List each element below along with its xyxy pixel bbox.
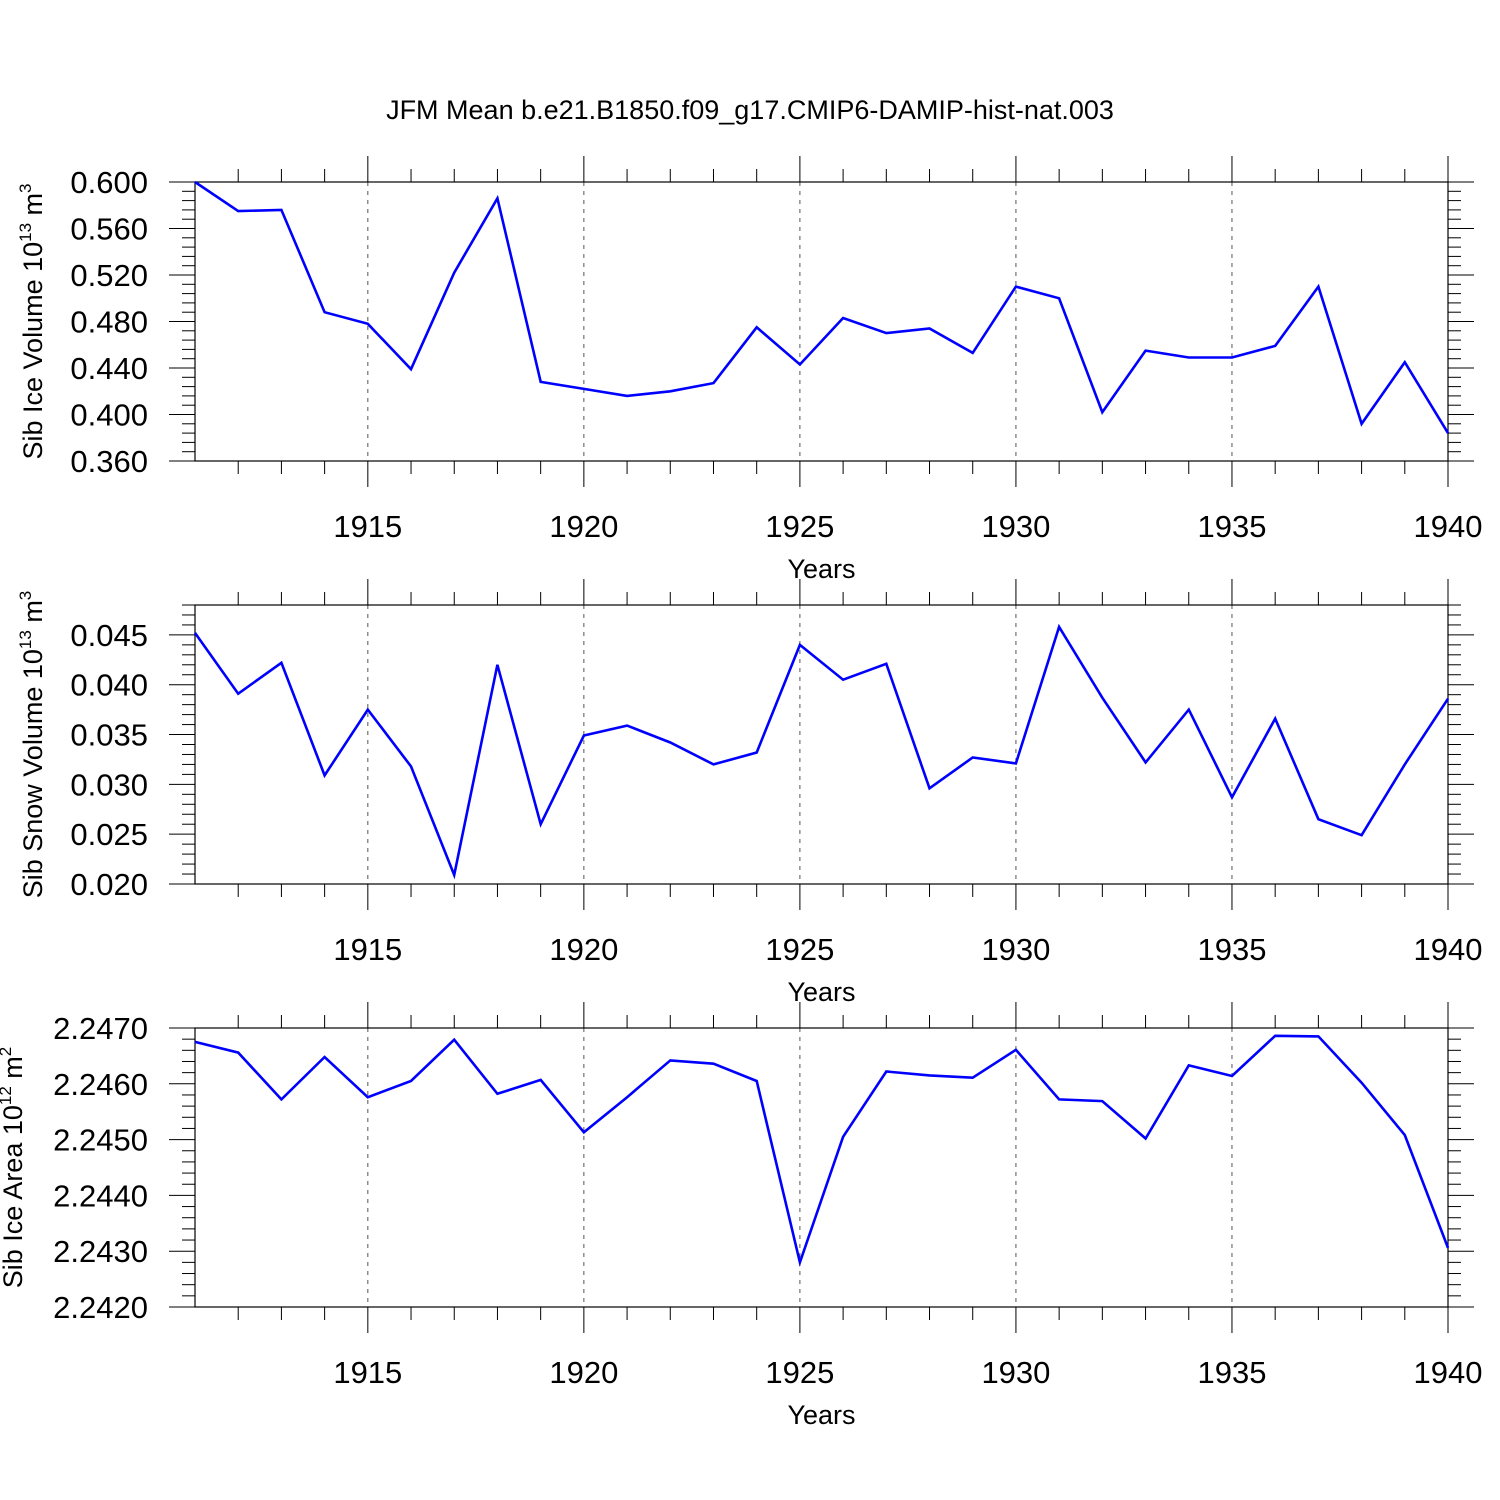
x-tick-label: 1940: [1414, 932, 1483, 967]
x-tick-label: 1925: [765, 932, 834, 967]
y-tick-label: 0.040: [70, 668, 148, 703]
y-tick-label: 0.030: [70, 767, 148, 802]
y-tick-label: 0.025: [70, 817, 148, 852]
y-tick-label: 2.2440: [53, 1178, 148, 1213]
y-tick-label: 0.035: [70, 718, 148, 753]
y-tick-label: 0.360: [70, 444, 148, 479]
x-tick-label: 1920: [549, 509, 618, 544]
x-tick-label: 1940: [1414, 509, 1483, 544]
y-tick-label: 0.400: [70, 398, 148, 433]
x-tick-label: 1935: [1197, 509, 1266, 544]
chart-panel-2: 0.020 0.025 0.030 0.035 0.040 0.045 1915 1920 19…: [16, 579, 1482, 1007]
x-tick-label: 1915: [333, 932, 402, 967]
y-axis-label: Sib Snow Volume 1013 m3: [16, 591, 48, 899]
y-tick-label: 0.480: [70, 305, 148, 340]
y-axis-label: Sib Ice Volume 1013 m3: [16, 183, 48, 459]
y-tick-label: 2.2470: [53, 1011, 148, 1046]
series-line: [194, 180, 1450, 434]
y-tick-label: 0.045: [70, 618, 148, 653]
x-tick-label: 1930: [981, 509, 1050, 544]
x-axis-label: Years: [787, 1400, 855, 1430]
x-tick-label: 1935: [1197, 1355, 1266, 1390]
x-tick-label: 1925: [765, 509, 834, 544]
y-tick-label: 0.520: [70, 258, 148, 293]
y-tick-label: 0.440: [70, 351, 148, 386]
x-tick-label: 1915: [333, 509, 402, 544]
y-tick-label: 2.2430: [53, 1234, 148, 1269]
y-tick-label: 0.020: [70, 867, 148, 902]
x-tick-label: 1940: [1414, 1355, 1483, 1390]
y-tick-label: 2.2460: [53, 1067, 148, 1102]
x-tick-label: 1915: [333, 1355, 402, 1390]
x-tick-label: 1935: [1197, 932, 1266, 967]
x-tick-label: 1930: [981, 1355, 1050, 1390]
series-line: [193, 623, 1450, 880]
x-tick-label: 1920: [549, 932, 618, 967]
x-tick-label: 1930: [981, 932, 1050, 967]
y-tick-label: 2.2450: [53, 1123, 148, 1158]
x-axis-label: Years: [787, 977, 855, 1007]
plot-frame: [194, 1027, 1449, 1308]
chart-panels: 0.360 0.400 0.440 0.480 0.520 0.560 0.600 1915 1…: [0, 156, 1482, 1430]
chart-panel-1: 0.360 0.400 0.440 0.480 0.520 0.560 0.600 1915 1…: [16, 156, 1482, 584]
y-tick-label: 0.600: [70, 165, 148, 200]
y-tick-label: 0.560: [70, 212, 148, 247]
figure-title: JFM Mean b.e21.B1850.f09_g17.CMIP6-DAMIP…: [386, 95, 1114, 125]
chart-panel-3: 2.2420 2.2430 2.2440 2.2450 2.2460 2.2470 1915…: [0, 1002, 1482, 1430]
series-line: [194, 1034, 1450, 1268]
y-tick-label: 2.2420: [53, 1290, 148, 1325]
x-axis-label: Years: [787, 554, 855, 584]
y-axis-label: Sib Ice Area 1012 m2: [0, 1047, 28, 1289]
x-tick-label: 1920: [549, 1355, 618, 1390]
x-tick-label: 1925: [765, 1355, 834, 1390]
